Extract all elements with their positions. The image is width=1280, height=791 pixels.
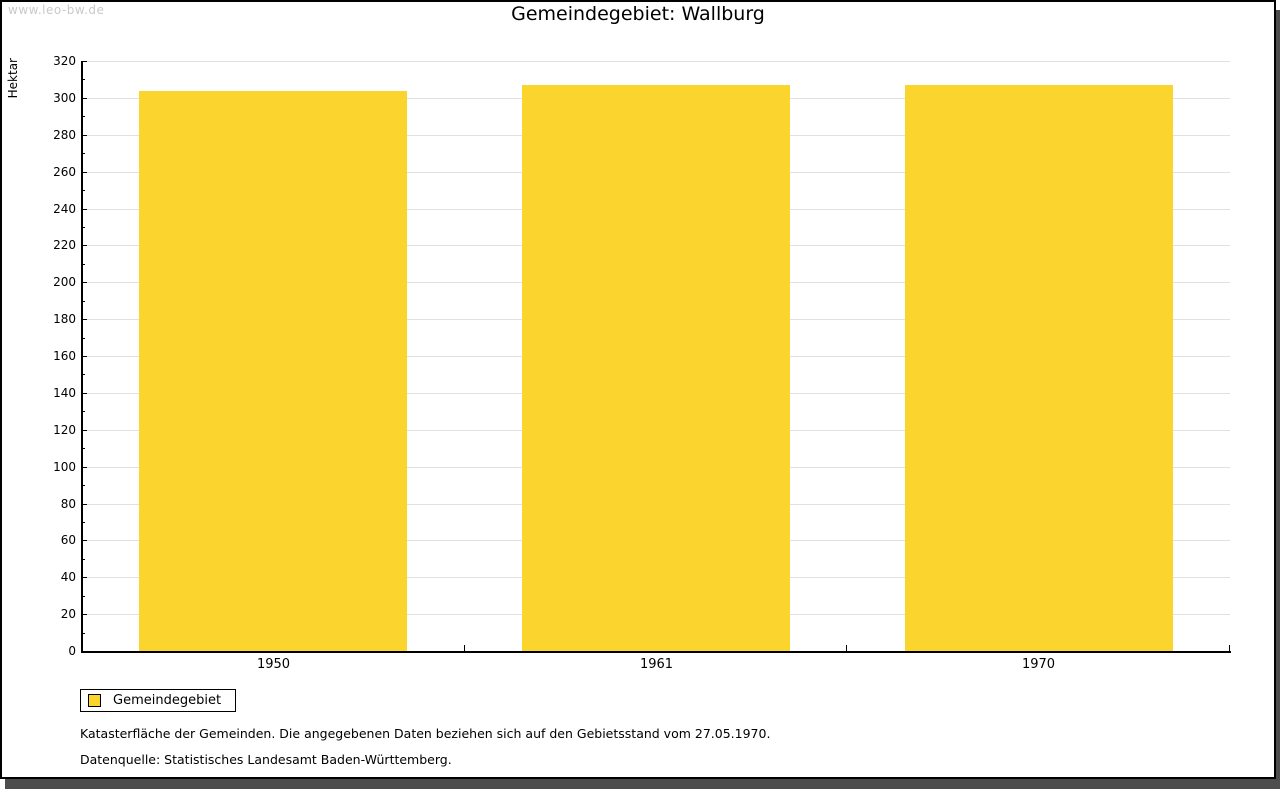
y-major-tick: [82, 245, 87, 246]
y-minor-tick: [82, 264, 85, 265]
y-minor-tick: [82, 301, 85, 302]
y-major-tick: [82, 98, 87, 99]
y-tick-label: 160: [53, 349, 76, 363]
y-minor-tick: [82, 227, 85, 228]
x-category-label: 1970: [1021, 657, 1056, 672]
y-minor-tick: [82, 559, 85, 560]
y-major-tick: [82, 540, 87, 541]
y-minor-tick: [82, 374, 85, 375]
y-gridline: [82, 61, 1230, 62]
y-major-tick: [82, 577, 87, 578]
bar-1961: [522, 85, 790, 651]
y-minor-tick: [82, 153, 85, 154]
plot-area: 0 20 40 60 80 100 120 140 160 180 200 220 240 260 280 3…: [2, 2, 1274, 777]
x-boundary-tick: [1229, 645, 1230, 651]
y-tick-label: 140: [53, 386, 76, 400]
y-tick-label: 20: [60, 607, 76, 621]
x-axis-line: [81, 651, 1231, 653]
legend-swatch-icon: [88, 694, 101, 707]
y-tick-label: 120: [53, 423, 76, 437]
legend-label: Gemeindegebiet: [113, 693, 222, 708]
y-minor-tick: [82, 633, 85, 634]
watermark-text: www.leo-bw.de: [8, 3, 105, 17]
y-minor-tick: [82, 79, 85, 80]
x-category-label: 1961: [639, 657, 674, 672]
y-tick-label: 300: [53, 91, 76, 105]
y-minor-tick: [82, 338, 85, 339]
y-major-tick: [82, 430, 87, 431]
y-major-tick: [82, 319, 87, 320]
x-boundary-tick: [846, 645, 847, 651]
bar-1950: [139, 91, 407, 652]
y-tick-label: 0: [68, 644, 76, 658]
y-tick-label: 220: [53, 238, 76, 252]
y-major-tick: [82, 209, 87, 210]
y-minor-tick: [82, 411, 85, 412]
bar-1970: [905, 85, 1173, 651]
y-axis-line: [81, 61, 83, 652]
y-minor-tick: [82, 522, 85, 523]
y-major-tick: [82, 135, 87, 136]
y-minor-tick: [82, 596, 85, 597]
footnote-description: Katasterfläche der Gemeinden. Die angege…: [80, 726, 771, 741]
y-tick-label: 260: [53, 165, 76, 179]
y-tick-label: 60: [60, 533, 76, 547]
y-major-tick: [82, 614, 87, 615]
y-minor-tick: [82, 190, 85, 191]
y-major-tick: [82, 467, 87, 468]
y-tick-label: 40: [60, 570, 76, 584]
footnote-source: Datenquelle: Statistisches Landesamt Bad…: [80, 752, 452, 767]
y-major-tick: [82, 61, 87, 62]
y-minor-tick: [82, 448, 85, 449]
y-major-tick: [82, 172, 87, 173]
y-minor-tick: [82, 116, 85, 117]
y-major-tick: [82, 393, 87, 394]
y-tick-label: 100: [53, 460, 76, 474]
x-category-label: 1950: [256, 657, 291, 672]
y-major-tick: [82, 356, 87, 357]
y-tick-label: 200: [53, 275, 76, 289]
y-tick-label: 180: [53, 312, 76, 326]
y-major-tick: [82, 282, 87, 283]
y-tick-label: 320: [53, 54, 76, 68]
y-tick-label: 80: [60, 497, 76, 511]
y-tick-label: 280: [53, 128, 76, 142]
legend-box: Gemeindegebiet: [80, 689, 237, 712]
y-minor-tick: [82, 485, 85, 486]
y-tick-label: 240: [53, 202, 76, 216]
chart-title: Gemeindegebiet: Wallburg: [511, 3, 765, 25]
y-major-tick: [82, 504, 87, 505]
x-boundary-tick: [464, 645, 465, 651]
